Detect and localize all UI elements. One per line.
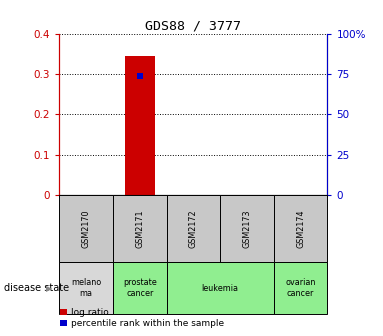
- Text: leukemia: leukemia: [202, 284, 239, 293]
- Text: disease state: disease state: [4, 283, 69, 293]
- Text: prostate
cancer: prostate cancer: [123, 279, 157, 298]
- Title: GDS88 / 3777: GDS88 / 3777: [146, 19, 241, 33]
- Text: GSM2174: GSM2174: [296, 209, 305, 248]
- Text: ovarian
cancer: ovarian cancer: [285, 279, 316, 298]
- Text: GSM2171: GSM2171: [135, 209, 144, 248]
- Text: GSM2170: GSM2170: [82, 209, 91, 248]
- Text: GSM2173: GSM2173: [242, 209, 252, 248]
- Text: melano
ma: melano ma: [71, 279, 101, 298]
- Text: ▶: ▶: [46, 284, 52, 293]
- Legend: log ratio, percentile rank within the sample: log ratio, percentile rank within the sa…: [60, 308, 224, 328]
- Text: GSM2172: GSM2172: [189, 209, 198, 248]
- Bar: [125, 56, 154, 195]
